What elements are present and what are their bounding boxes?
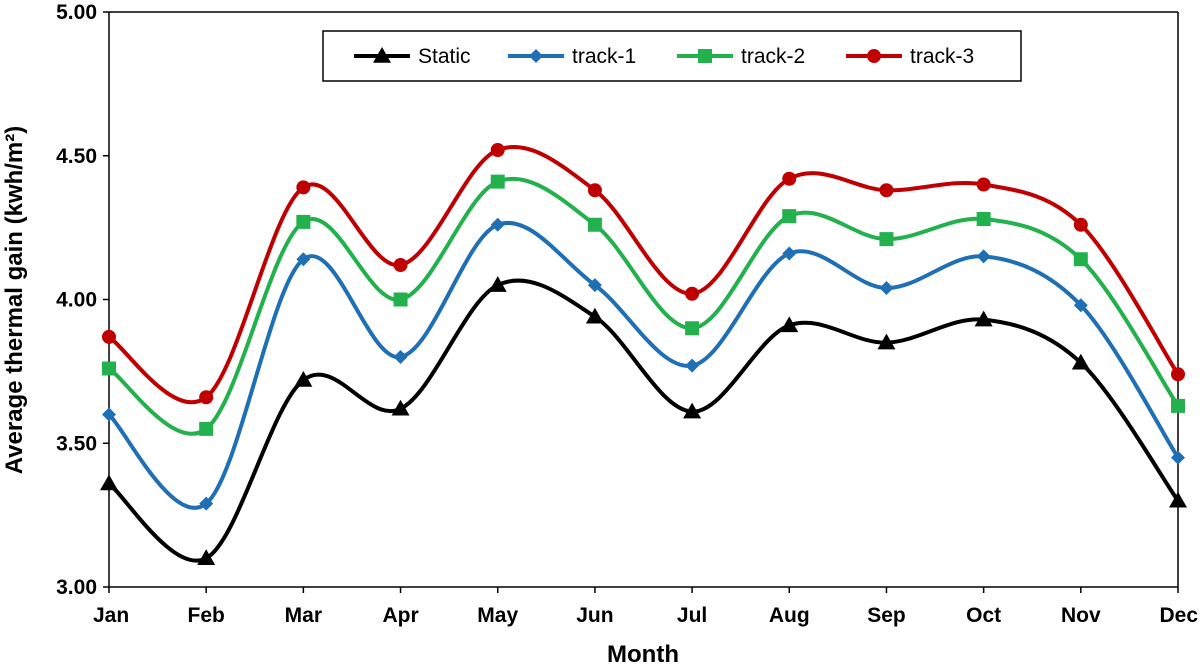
data-point-static [585,307,604,324]
series-line-track-2 [107,176,1180,436]
data-point-static [877,333,896,350]
data-point-static [1169,491,1187,508]
x-tick-label: Jul [677,604,707,627]
data-point-static [100,474,118,491]
data-point-track-2 [199,421,214,436]
data-point-static [1071,353,1090,370]
data-point-track-3 [199,390,214,405]
series-line-track-1 [107,220,1180,510]
data-point-static [391,399,410,416]
legend-box [322,30,1022,82]
legend-label-track-1: track-1 [572,45,636,68]
data-point-track-2 [1171,398,1185,413]
data-point-track-1 [587,278,602,293]
data-point-static [974,310,993,327]
data-point-track-2 [685,321,700,336]
data-point-track-2 [296,214,311,229]
data-point-track-1 [1073,298,1088,313]
data-point-track-3 [685,286,700,301]
data-point-track-1 [1171,450,1185,465]
legend-label-track-3: track-3 [910,45,974,68]
data-point-static [294,371,313,387]
x-tick-group: Jan Feb Mar Apr May Jun Jul Aug Sep Oct Nov Dec [93,587,1198,627]
x-tick-label: Nov [1061,604,1101,627]
y-axis-title: Average thermal gain (kwh/m²) [1,126,28,475]
data-point-track-3 [393,258,408,272]
y-tick-label: 5.00 [56,1,97,24]
data-point-track-3 [879,183,894,198]
y-tick-label: 4.50 [56,145,97,168]
data-point-track-1 [296,252,311,267]
y-tick-group: 3.00 3.50 4.00 4.50 5.00 [56,1,109,599]
legend-marker-static [373,47,391,63]
data-point-track-1 [976,249,991,264]
legend-label-track-2: track-2 [741,45,805,68]
data-point-track-2 [393,292,408,307]
data-point-static [780,316,799,333]
x-tick-label: Jun [576,604,613,627]
data-point-track-2 [782,209,797,224]
x-tick-label: Oct [966,604,1001,627]
data-point-track-1 [102,407,116,422]
y-tick-label: 3.50 [56,432,97,455]
data-point-track-3 [976,177,991,192]
x-tick-label: Feb [188,604,225,627]
data-point-track-3 [102,329,116,344]
x-tick-label: May [477,604,518,627]
data-point-track-3 [296,180,311,195]
data-point-track-1 [199,496,214,511]
data-point-track-3 [587,183,602,198]
x-tick-label: Sep [867,604,906,627]
data-point-track-1 [490,217,505,232]
x-tick-label: Aug [769,604,810,627]
x-tick-label: Mar [285,604,322,627]
series-line-track-3 [107,145,1180,405]
data-point-static [488,276,507,292]
plot-area [108,11,1179,588]
x-tick-label: Apr [382,604,418,627]
y-tick-label: 4.00 [56,289,97,312]
x-tick-label: Dec [1159,604,1198,627]
data-point-track-2 [1073,252,1088,267]
series-lines [107,145,1180,563]
series-markers [100,143,1187,565]
data-point-track-2 [976,212,991,226]
legend: Static track-1 track-2 track-3 [322,30,1022,82]
legend-marker-track-2 [698,49,712,63]
data-point-track-1 [685,358,700,373]
x-tick-label: Jan [93,604,129,627]
legend-label-static: Static [418,45,471,68]
data-point-static [683,402,702,419]
data-point-track-3 [1073,217,1088,232]
legend-marker-track-1 [529,49,543,63]
data-point-track-3 [1171,367,1185,382]
data-point-static [197,549,216,565]
data-point-track-2 [879,232,894,247]
data-point-track-2 [490,174,505,189]
data-point-track-1 [879,281,894,295]
data-point-track-1 [393,350,408,364]
data-point-track-2 [102,361,116,376]
series-line-static [107,278,1180,563]
legend-marker-track-3 [867,49,881,63]
x-axis-title: Month [607,641,679,668]
data-point-track-3 [490,143,505,157]
y-tick-label: 3.00 [56,576,97,599]
data-point-track-1 [782,246,797,261]
data-point-track-3 [782,171,797,186]
data-point-track-2 [587,217,602,232]
